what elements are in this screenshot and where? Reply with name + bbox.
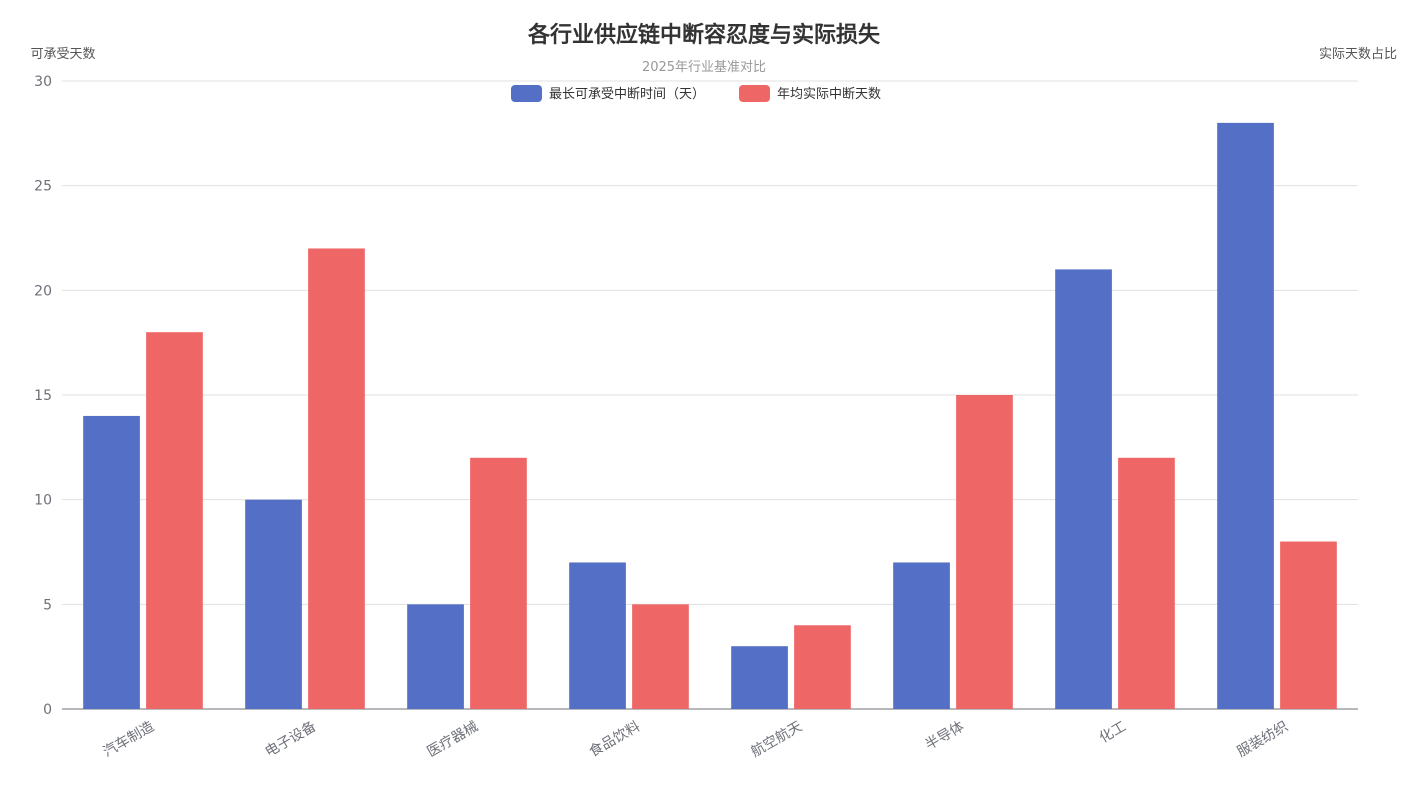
bar-series-2[interactable] [956, 395, 1013, 709]
x-tick-label: 服装纺织 [1235, 719, 1291, 761]
bar-series-2[interactable] [1118, 457, 1175, 709]
y-tick-label: 25 [34, 179, 52, 195]
y-tick-label: 30 [34, 74, 52, 90]
bar-series-2[interactable] [308, 248, 365, 709]
x-tick-label: 化工 [1097, 719, 1129, 747]
x-tick-label: 医疗器械 [425, 719, 481, 761]
legend-swatch-series-1 [511, 85, 542, 102]
legend-swatch-series-2 [739, 85, 770, 102]
bar-series-2[interactable] [146, 332, 203, 709]
y-tick-label: 10 [34, 493, 52, 509]
bar-series-1[interactable] [893, 562, 950, 709]
bar-series-1[interactable] [569, 562, 626, 709]
x-tick-label: 半导体 [923, 719, 967, 754]
bar-series-1[interactable] [83, 415, 140, 709]
bar-series-1[interactable] [245, 499, 302, 709]
bar-series-2[interactable] [794, 625, 851, 709]
bar-series-2[interactable] [632, 604, 689, 709]
x-tick-label: 电子设备 [262, 718, 319, 761]
x-tick-label: 食品饮料 [586, 718, 643, 761]
chart-subtitle: 2025年行业基准对比 [642, 60, 766, 75]
bar-series-2[interactable] [470, 457, 527, 709]
chart-title: 各行业供应链中断容忍度与实际损失 [527, 22, 881, 48]
bar-series-2[interactable] [1280, 541, 1337, 709]
y-tick-label: 15 [34, 388, 52, 404]
legend-item-series-1[interactable]: 最长可承受中断时间（天） [511, 85, 705, 102]
bar-series-1[interactable] [1217, 122, 1274, 709]
legend[interactable]: 最长可承受中断时间（天） 年均实际中断天数 [511, 85, 881, 102]
x-tick-label: 汽车制造 [100, 718, 157, 761]
y-axis-ticks: 0 5 10 15 20 25 30 [34, 74, 52, 718]
legend-item-series-2[interactable]: 年均实际中断天数 [739, 85, 881, 102]
y-tick-label: 0 [43, 702, 52, 718]
y-axis-right-label: 实际天数占比 [1319, 47, 1397, 62]
bar-series-1[interactable] [1055, 269, 1112, 709]
x-axis-ticks: 汽车制造 电子设备 医疗器械 食品饮料 航空航天 半导体 化工 服装纺织 [100, 718, 1291, 761]
bar-series-1[interactable] [407, 604, 464, 709]
y-tick-label: 5 [43, 597, 52, 613]
x-tick-label: 航空航天 [749, 719, 805, 761]
legend-label-series-2: 年均实际中断天数 [777, 87, 881, 102]
bars [83, 122, 1337, 709]
y-axis-left-label: 可承受天数 [30, 47, 95, 62]
bar-series-1[interactable] [731, 646, 788, 709]
legend-label-series-1: 最长可承受中断时间（天） [549, 87, 705, 102]
y-tick-label: 20 [34, 283, 52, 299]
